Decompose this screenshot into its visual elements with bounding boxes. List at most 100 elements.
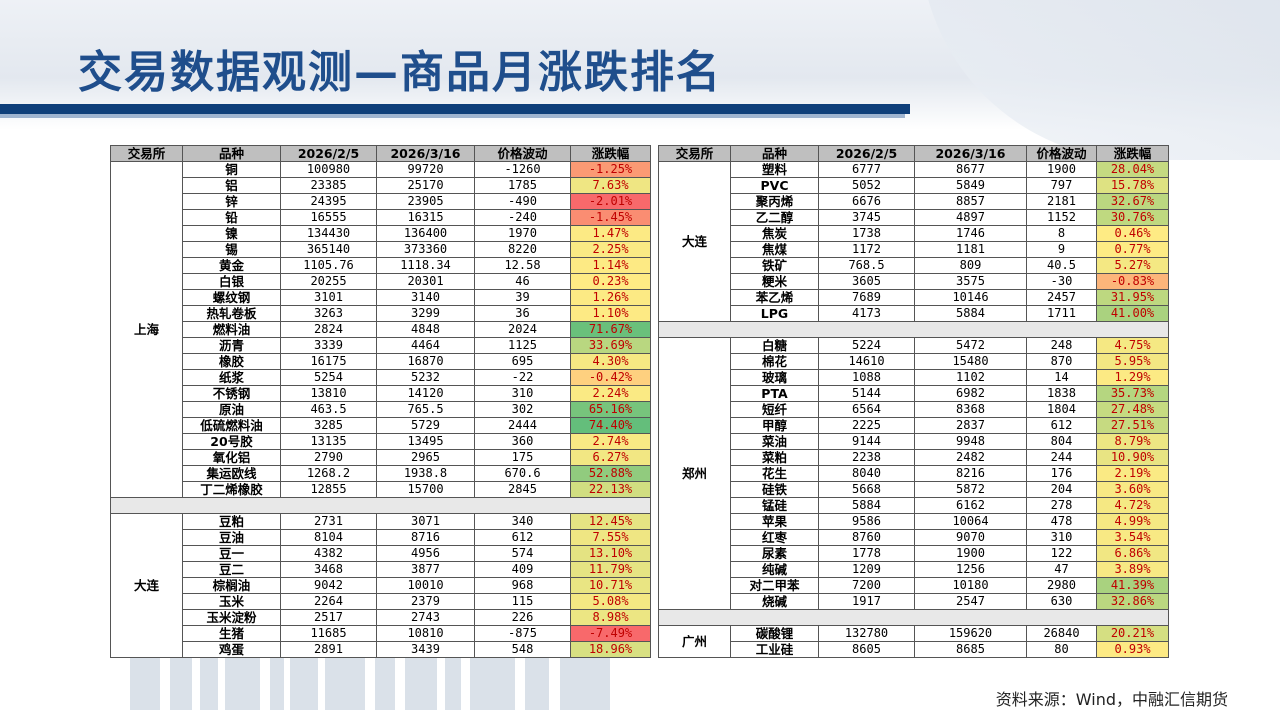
- commodity-name-cell: 玻璃: [730, 369, 819, 386]
- price-change-cell: 478: [1026, 513, 1097, 530]
- table-row: 玉米淀粉 2517 2743 226 8.98%: [111, 609, 651, 626]
- price-start-cell: 9586: [818, 513, 915, 530]
- price-start-cell: 2517: [280, 609, 377, 626]
- column-header: 交易所: [658, 145, 731, 162]
- change-percent-cell: 6.86%: [1096, 545, 1169, 562]
- price-start-cell: 5884: [818, 497, 915, 514]
- price-start-cell: 2891: [280, 641, 377, 658]
- change-percent-cell: 5.27%: [1096, 257, 1169, 274]
- price-change-cell: 2181: [1026, 193, 1097, 210]
- price-end-cell: 5232: [376, 369, 475, 386]
- table-row: 大连 塑料 6777 8677 1900 28.04%: [658, 161, 1169, 322]
- price-change-cell: 244: [1026, 449, 1097, 466]
- commodity-name-cell: 塑料: [730, 161, 819, 178]
- commodity-name-cell: 棉花: [730, 353, 819, 370]
- change-percent-cell: 1.47%: [570, 225, 651, 242]
- change-percent-cell: 7.55%: [570, 529, 651, 546]
- price-change-cell: 176: [1026, 465, 1097, 482]
- commodity-name-cell: 燃料油: [182, 321, 281, 338]
- change-percent-cell: 0.23%: [570, 273, 651, 290]
- commodity-name-cell: 纯碱: [730, 561, 819, 578]
- commodity-name-cell: 棕榈油: [182, 577, 281, 594]
- price-change-cell: 340: [474, 513, 571, 530]
- commodity-name-cell: 原油: [182, 401, 281, 418]
- price-start-cell: 132780: [818, 625, 915, 642]
- change-percent-cell: 2.74%: [570, 433, 651, 450]
- change-percent-cell: 2.25%: [570, 241, 651, 258]
- price-change-cell: 115: [474, 593, 571, 610]
- commodity-name-cell: 粳米: [730, 273, 819, 290]
- price-change-cell: 1804: [1026, 401, 1097, 418]
- price-start-cell: 13135: [280, 433, 377, 450]
- commodity-name-cell: 苯乙烯: [730, 289, 819, 306]
- commodity-name-cell: 镍: [182, 225, 281, 242]
- price-start-cell: 24395: [280, 193, 377, 210]
- price-end-cell: 3140: [376, 289, 475, 306]
- change-percent-cell: 3.60%: [1096, 481, 1169, 498]
- column-header: 2026/3/16: [376, 145, 475, 162]
- change-percent-cell: 0.93%: [1096, 641, 1169, 658]
- table-row: 玻璃 1088 1102 14 1.29%: [659, 369, 1169, 386]
- table-row: 低硫燃料油 3285 5729 2444 74.40%: [111, 417, 651, 434]
- change-percent-cell: 5.95%: [1096, 353, 1169, 370]
- price-start-cell: 1268.2: [280, 465, 377, 482]
- commodity-name-cell: 花生: [730, 465, 819, 482]
- price-change-cell: 302: [474, 401, 571, 418]
- change-percent-cell: 41.00%: [1096, 305, 1169, 322]
- table-row: 鸡蛋 2891 3439 548 18.96%: [111, 641, 651, 658]
- column-header: 价格波动: [474, 145, 571, 162]
- change-percent-cell: 65.16%: [570, 401, 651, 418]
- commodity-name-cell: 豆一: [182, 545, 281, 562]
- price-end-cell: 15480: [914, 353, 1027, 370]
- change-percent-cell: 0.77%: [1096, 241, 1169, 258]
- price-end-cell: 3575: [914, 273, 1027, 290]
- spacer-cell: [110, 497, 651, 514]
- table-row: 不锈钢 13810 14120 310 2.24%: [111, 385, 651, 402]
- column-header: 2026/2/5: [818, 145, 915, 162]
- commodity-name-cell: 热轧卷板: [182, 305, 281, 322]
- change-percent-cell: 0.46%: [1096, 225, 1169, 242]
- price-change-cell: 310: [474, 385, 571, 402]
- change-percent-cell: 1.29%: [1096, 369, 1169, 386]
- price-start-cell: 16175: [280, 353, 377, 370]
- exchange-cell: 广州: [658, 625, 731, 658]
- change-percent-cell: -1.25%: [570, 161, 651, 178]
- exchange-cell: 郑州: [658, 337, 731, 610]
- table-row: 橡胶 16175 16870 695 4.30%: [111, 353, 651, 370]
- exchange-cell: 大连: [658, 161, 731, 322]
- price-start-cell: 2238: [818, 449, 915, 466]
- price-change-cell: 1125: [474, 337, 571, 354]
- price-change-cell: 1785: [474, 177, 571, 194]
- price-change-cell: 9: [1026, 241, 1097, 258]
- table-row: 焦炭 1738 1746 8 0.46%: [659, 225, 1169, 242]
- price-end-cell: 809: [914, 257, 1027, 274]
- table-row: 棉花 14610 15480 870 5.95%: [659, 353, 1169, 370]
- price-start-cell: 3101: [280, 289, 377, 306]
- price-start-cell: 20255: [280, 273, 377, 290]
- table-row: 上海铜 100980 99720 -1260 -1.25%: [110, 161, 651, 498]
- price-end-cell: 10146: [914, 289, 1027, 306]
- table-row: 锰硅 5884 6162 278 4.72%: [659, 497, 1169, 514]
- change-percent-cell: 27.48%: [1096, 401, 1169, 418]
- price-start-cell: 5144: [818, 385, 915, 402]
- price-start-cell: 1172: [818, 241, 915, 258]
- price-start-cell: 134430: [280, 225, 377, 242]
- price-start-cell: 768.5: [818, 257, 915, 274]
- commodity-name-cell: 铝: [182, 177, 281, 194]
- price-change-cell: 695: [474, 353, 571, 370]
- change-percent-cell: 74.40%: [570, 417, 651, 434]
- price-start-cell: 365140: [280, 241, 377, 258]
- price-end-cell: 16870: [376, 353, 475, 370]
- price-end-cell: 1938.8: [376, 465, 475, 482]
- change-percent-cell: 71.67%: [570, 321, 651, 338]
- table-row: 硅铁 5668 5872 204 3.60%: [659, 481, 1169, 498]
- commodity-name-cell: 豆油: [182, 529, 281, 546]
- price-change-cell: 1838: [1026, 385, 1097, 402]
- change-percent-cell: 1.14%: [570, 257, 651, 274]
- table-row: 燃料油 2824 4848 2024 71.67%: [111, 321, 651, 338]
- change-percent-cell: 33.69%: [570, 337, 651, 354]
- commodity-name-cell: 乙二醇: [730, 209, 819, 226]
- price-start-cell: 4173: [818, 305, 915, 322]
- price-end-cell: 1256: [914, 561, 1027, 578]
- price-end-cell: 99720: [376, 161, 475, 178]
